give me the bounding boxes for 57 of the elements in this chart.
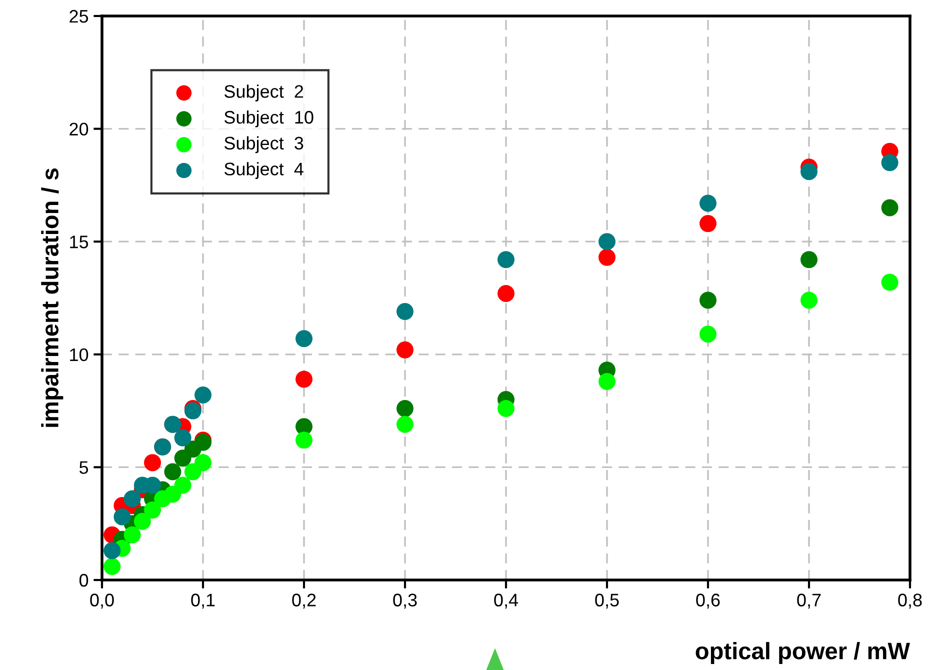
x-tick-label: 0,2 xyxy=(292,594,316,609)
point xyxy=(124,526,141,544)
y-tick-label: 5 xyxy=(79,461,88,474)
x-tick-label: 0,1 xyxy=(191,594,215,609)
x-tick-label: 0,6 xyxy=(696,594,720,609)
point xyxy=(194,454,212,472)
point xyxy=(194,386,212,404)
x-tick-label: 0,4 xyxy=(494,594,518,609)
legend-label: Subject 2 xyxy=(224,84,304,102)
point xyxy=(104,558,121,575)
point xyxy=(144,454,162,472)
point xyxy=(164,463,182,480)
point xyxy=(800,251,818,268)
point xyxy=(800,163,818,180)
y-tick-label: 0 xyxy=(79,574,88,587)
point xyxy=(497,284,515,302)
point xyxy=(598,233,616,250)
legend-label: Subject 4 xyxy=(224,162,304,179)
x-tick-label: 0,5 xyxy=(595,594,619,609)
point xyxy=(295,370,313,388)
point xyxy=(174,429,192,446)
point xyxy=(497,400,515,418)
point xyxy=(699,215,717,232)
point xyxy=(396,303,414,320)
legend-label: Subject 3 xyxy=(224,136,304,154)
x-tick-label: 0,8 xyxy=(898,594,922,609)
x-tick-label: 0,0 xyxy=(90,594,114,609)
point xyxy=(598,248,616,266)
point xyxy=(699,194,717,212)
point xyxy=(699,292,717,309)
y-tick-label: 20 xyxy=(70,122,88,136)
point xyxy=(497,251,515,268)
point xyxy=(124,490,141,508)
x-axis-title: optical power / mW xyxy=(696,642,910,664)
x-tick-label: 0,7 xyxy=(797,594,821,609)
point xyxy=(295,432,313,449)
point xyxy=(881,199,898,216)
point xyxy=(396,400,414,418)
point xyxy=(881,154,898,172)
point xyxy=(174,476,192,494)
point xyxy=(295,330,313,348)
point xyxy=(396,341,414,358)
y-tick-label: 10 xyxy=(70,348,88,362)
point xyxy=(104,542,121,560)
point xyxy=(800,292,818,309)
y-tick-label: 15 xyxy=(70,236,88,248)
point xyxy=(144,502,162,519)
point xyxy=(881,274,898,291)
x-tick-label: 0,3 xyxy=(393,594,417,609)
y-tick-label: 25 xyxy=(70,10,88,23)
point xyxy=(598,372,616,390)
y-axis-title: impairment duration / s xyxy=(41,168,64,427)
point xyxy=(114,508,131,526)
point xyxy=(699,326,717,343)
point xyxy=(134,512,151,530)
legend-label: Subject 10 xyxy=(224,110,314,128)
point xyxy=(396,416,414,433)
